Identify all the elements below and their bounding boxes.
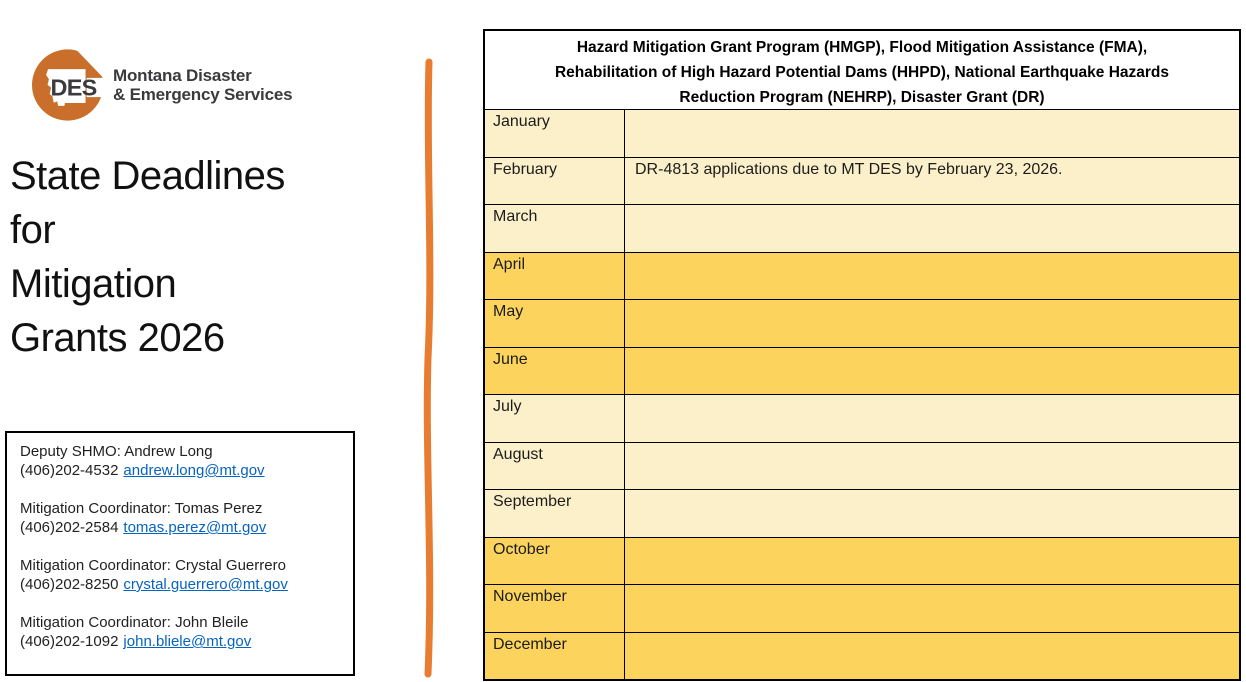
- month-cell: February: [485, 157, 625, 204]
- orange-divider-line: [423, 58, 434, 678]
- contact-role: Mitigation Coordinator: Crystal Guerrero: [20, 557, 286, 574]
- table-row-september: September: [485, 489, 1239, 537]
- contact-email-link[interactable]: tomas.perez@mt.gov: [123, 519, 267, 536]
- table-header-line: Hazard Mitigation Grant Program (HMGP), …: [576, 39, 1148, 56]
- page-title: State Deadlines for Mitigation Grants 20…: [10, 149, 285, 365]
- title-line: Grants 2026: [10, 316, 225, 360]
- month-content-cell: [625, 348, 1239, 395]
- month-content-cell: [625, 205, 1239, 252]
- contact-entry: Deputy SHMO: Andrew Long (406)202-4532 an…: [20, 442, 340, 480]
- contact-email-link[interactable]: crystal.guerrero@mt.gov: [123, 576, 288, 593]
- des-logo: DES Montana Disaster & Emergency Service…: [32, 48, 293, 122]
- contact-email-link[interactable]: john.bliele@mt.gov: [123, 633, 252, 650]
- contact-role: Mitigation Coordinator: John Bleile: [20, 614, 249, 631]
- contact-info-box: Deputy SHMO: Andrew Long (406)202-4532 an…: [5, 431, 355, 676]
- logo-acronym: DES: [51, 75, 97, 101]
- logo-org-name: Montana Disaster & Emergency Services: [113, 66, 293, 104]
- title-line: for: [10, 208, 56, 252]
- table-row-june: June: [485, 346, 1239, 395]
- logo-org-line2: & Emergency Services: [113, 85, 293, 104]
- table-row-july: July: [485, 394, 1239, 442]
- montana-state-shape: [44, 68, 87, 107]
- contact-role: Deputy SHMO: Andrew Long: [20, 443, 213, 460]
- contact-entry: Mitigation Coordinator: Crystal Guerrero…: [20, 556, 340, 594]
- month-content-cell: [625, 490, 1239, 537]
- table-body: January February DR-4813 applications du…: [485, 109, 1239, 679]
- month-content-cell: [625, 585, 1239, 632]
- deadlines-table: Hazard Mitigation Grant Program (HMGP), …: [483, 29, 1241, 681]
- contact-role: Mitigation Coordinator: Tomas Perez: [20, 500, 263, 517]
- month-cell: June: [485, 347, 625, 394]
- contact-entry: Mitigation Coordinator: John Bleile (406…: [20, 613, 340, 651]
- month-content-cell: [625, 395, 1239, 442]
- table-row-december: December: [485, 631, 1239, 680]
- month-cell: April: [485, 252, 625, 299]
- table-header-line: Rehabilitation of High Hazard Potential …: [554, 64, 1170, 81]
- month-content-cell: [625, 443, 1239, 490]
- month-content-cell: [625, 110, 1239, 157]
- logo-org-line1: Montana Disaster: [113, 66, 252, 85]
- month-content-cell: [625, 300, 1239, 347]
- month-content-cell: DR-4813 applications due to MT DES by Fe…: [635, 160, 1063, 178]
- month-cell: December: [485, 632, 625, 679]
- table-row-november: November: [485, 584, 1239, 632]
- contact-phone: (406)202-4532: [20, 462, 119, 479]
- contact-email-link[interactable]: andrew.long@mt.gov: [123, 462, 265, 479]
- table-header-line: Reduction Program (NEHRP), Disaster Gran…: [679, 89, 1045, 106]
- table-row-february: February DR-4813 applications due to MT …: [485, 156, 1239, 204]
- month-cell: January: [485, 110, 625, 157]
- table-row-march: March: [485, 204, 1239, 252]
- table-row-august: August: [485, 441, 1239, 490]
- month-cell: September: [485, 490, 625, 537]
- table-row-october: October: [485, 536, 1239, 585]
- des-logo-icon: DES: [32, 48, 106, 122]
- month-cell: July: [485, 395, 625, 442]
- title-line: State Deadlines: [10, 154, 285, 198]
- month-cell: March: [485, 205, 625, 252]
- month-cell: May: [485, 300, 625, 347]
- month-content-cell: [625, 633, 1239, 680]
- title-line: Mitigation: [10, 262, 177, 306]
- month-content-cell: [625, 538, 1239, 585]
- table-header: Hazard Mitigation Grant Program (HMGP), …: [485, 31, 1239, 109]
- month-cell: November: [485, 585, 625, 632]
- month-content-cell: [625, 253, 1239, 300]
- contact-entry: Mitigation Coordinator: Tomas Perez (406…: [20, 499, 340, 537]
- table-row-may: May: [485, 299, 1239, 347]
- month-cell: August: [485, 442, 625, 489]
- contact-phone: (406)202-2584: [20, 519, 119, 536]
- month-cell: October: [485, 537, 625, 584]
- contact-phone: (406)202-1092: [20, 633, 119, 650]
- contact-phone: (406)202-8250: [20, 576, 119, 593]
- table-row-april: April: [485, 251, 1239, 300]
- table-row-january: January: [485, 109, 1239, 157]
